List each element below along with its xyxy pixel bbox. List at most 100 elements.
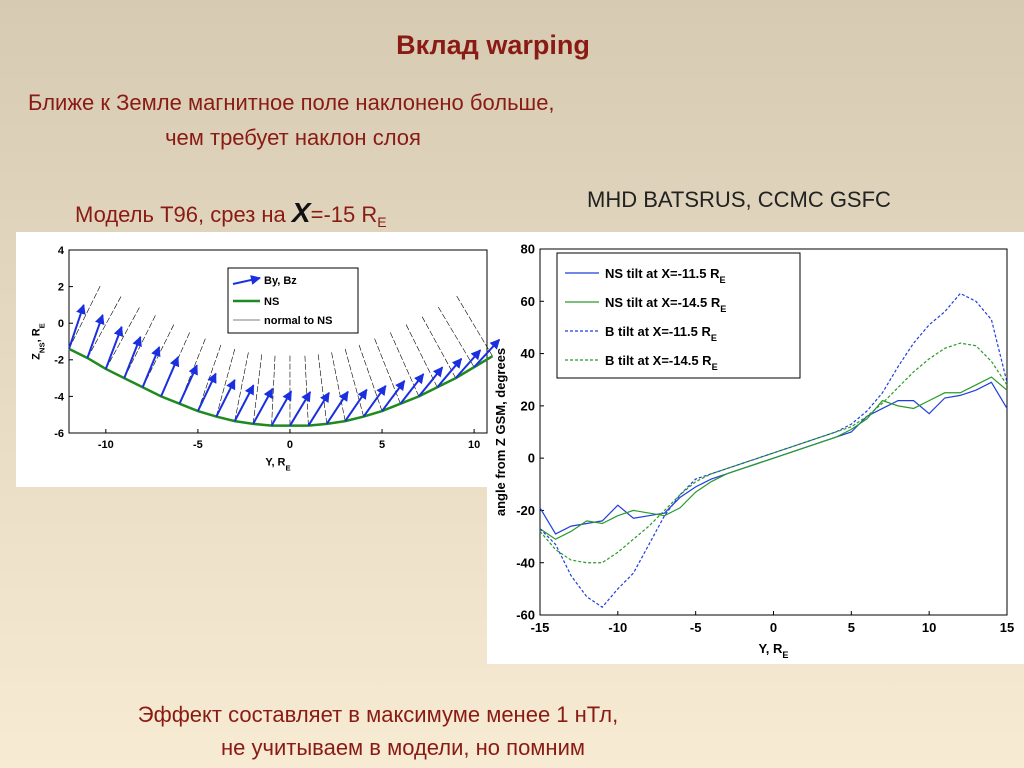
intro-line: чем требует наклон слоя bbox=[165, 125, 421, 150]
vector-arrow bbox=[307, 391, 330, 427]
legend-label: B tilt at X=-14.5 RE bbox=[605, 353, 718, 372]
legend-box bbox=[556, 252, 801, 379]
label-part: , R bbox=[30, 328, 42, 342]
y-axis-label: angle from Z GSM, degrees bbox=[493, 348, 508, 516]
label-part: B tilt at X=-14.5 R bbox=[605, 353, 712, 368]
y-tick-label: 40 bbox=[521, 346, 535, 361]
vector-arrow bbox=[344, 388, 368, 422]
label-part: NS bbox=[37, 342, 46, 353]
legend-label: By, Bz bbox=[264, 275, 297, 287]
vector-arrow bbox=[160, 356, 180, 397]
normal-line bbox=[438, 306, 475, 368]
vector-arrow bbox=[233, 384, 255, 422]
y-tick-label: -40 bbox=[516, 555, 535, 570]
series-line bbox=[539, 342, 1008, 564]
series-line bbox=[539, 376, 1008, 540]
legend-label: NS tilt at X=-11.5 RE bbox=[605, 266, 726, 285]
normal-line bbox=[317, 354, 328, 424]
caption-part: Модель T96, срез на bbox=[75, 202, 292, 227]
normal-line bbox=[331, 352, 346, 422]
x-tick-label: -15 bbox=[531, 620, 550, 635]
vector-arrow bbox=[325, 390, 349, 425]
vector-arrow bbox=[289, 391, 312, 427]
caption-part: E bbox=[377, 214, 386, 230]
y-tick-label: 80 bbox=[521, 242, 535, 257]
y-tick-label: 0 bbox=[58, 318, 64, 330]
legend-label: NS bbox=[264, 296, 279, 308]
normal-line bbox=[456, 295, 493, 357]
y-tick-label: 60 bbox=[521, 294, 535, 309]
label-part: E bbox=[782, 650, 788, 660]
y-tick-label: 0 bbox=[528, 451, 535, 466]
x-axis-label: Y, RE bbox=[759, 641, 789, 660]
normal-line bbox=[216, 348, 236, 417]
normal-line bbox=[105, 307, 140, 370]
normal-line bbox=[234, 352, 249, 422]
caption-part: =-15 R bbox=[311, 202, 378, 227]
label-part: Y, R bbox=[759, 641, 783, 656]
vector-arrow bbox=[123, 335, 142, 379]
legend-label: NS tilt at X=-14.5 RE bbox=[605, 295, 726, 314]
vector-arrow bbox=[68, 303, 86, 350]
vector-arrow bbox=[473, 338, 501, 368]
label-part: E bbox=[286, 463, 291, 472]
vector-arrow bbox=[252, 387, 274, 425]
y-tick-label: 20 bbox=[521, 398, 535, 413]
x-tick-label: -5 bbox=[690, 620, 702, 635]
x-tick-label: 5 bbox=[848, 620, 855, 635]
x-tick-label: 15 bbox=[1000, 620, 1014, 635]
label-part: NS tilt at X=-14.5 R bbox=[605, 295, 721, 310]
x-tick-label: -5 bbox=[193, 439, 203, 451]
vector-arrow bbox=[104, 325, 124, 370]
footer-line: Эффект составляет в максимуме менее 1 нТ… bbox=[138, 702, 618, 727]
label-part: E bbox=[720, 275, 726, 285]
x-tick-label: -10 bbox=[608, 620, 627, 635]
vector-arrow bbox=[178, 364, 198, 405]
x-axis-label: Y, RE bbox=[265, 457, 290, 473]
vector-arrow bbox=[362, 384, 387, 418]
x-tick-label: 0 bbox=[287, 439, 293, 451]
label-part: Y, R bbox=[265, 457, 285, 469]
y-tick-label: -6 bbox=[54, 428, 64, 440]
x-tick-label: 10 bbox=[922, 620, 936, 635]
y-tick-label: 4 bbox=[58, 245, 65, 257]
intro-line: Ближе к Земле магнитное поле наклонено б… bbox=[28, 90, 555, 115]
label-part: NS tilt at X=-11.5 R bbox=[605, 266, 720, 281]
normal-line bbox=[87, 296, 122, 359]
label-part: Z bbox=[30, 353, 42, 360]
vector-arrow bbox=[418, 366, 444, 398]
vector-arrow bbox=[454, 349, 482, 379]
normal-line bbox=[358, 344, 383, 412]
normal-line bbox=[304, 355, 309, 426]
legend-swatch bbox=[232, 275, 261, 285]
y-tick-label: -4 bbox=[54, 391, 65, 403]
y-axis-label: ZNS, RE bbox=[30, 323, 46, 360]
x-tick-label: 10 bbox=[468, 439, 480, 451]
vector-arrow bbox=[436, 357, 463, 388]
x-tick-label: 0 bbox=[770, 620, 777, 635]
vector-arrow bbox=[270, 390, 293, 427]
ns-line bbox=[68, 347, 494, 427]
vector-arrow bbox=[196, 372, 217, 412]
footer-line: не учитываем в модели, но помним bbox=[221, 735, 585, 760]
vector-arrow bbox=[141, 346, 161, 388]
vector-arrow bbox=[399, 373, 425, 405]
slide-title: Вклад warping bbox=[396, 30, 590, 60]
label-part: E bbox=[711, 333, 717, 343]
vector-arrow bbox=[215, 379, 236, 417]
vector-arrow bbox=[86, 314, 105, 359]
plot-frame bbox=[68, 249, 488, 434]
series-line bbox=[539, 292, 1008, 608]
normal-line bbox=[405, 324, 438, 388]
normal-line bbox=[271, 355, 276, 426]
caption-part: X bbox=[290, 197, 313, 228]
label-part: E bbox=[712, 362, 718, 372]
normal-line bbox=[421, 316, 456, 379]
label-part: B tilt at X=-11.5 R bbox=[605, 324, 711, 339]
x-tick-label: -10 bbox=[98, 439, 114, 451]
y-tick-label: -20 bbox=[516, 503, 535, 518]
label-part: angle from Z GSM, degrees bbox=[493, 348, 508, 516]
label-part: E bbox=[720, 304, 726, 314]
